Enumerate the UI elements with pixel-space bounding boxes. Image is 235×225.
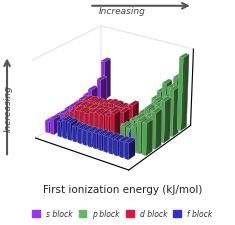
Text: First ionization energy (kJ/mol): First ionization energy (kJ/mol) [43,184,202,194]
Text: Increasing: Increasing [4,85,13,131]
Text: Increasing: Increasing [99,7,146,16]
Legend: s block, p block, d block, f block: s block, p block, d block, f block [29,206,215,221]
